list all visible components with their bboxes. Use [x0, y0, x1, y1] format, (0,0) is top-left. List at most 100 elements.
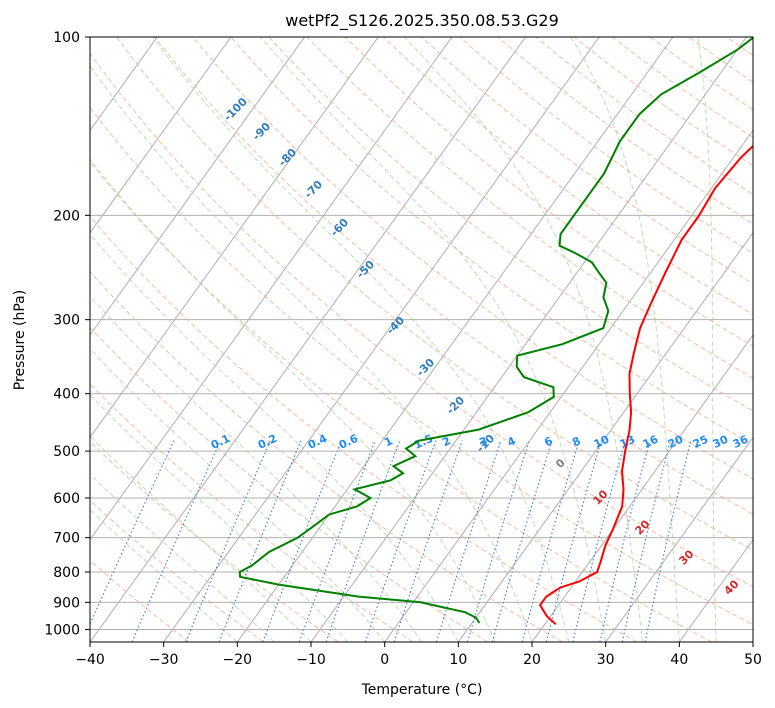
- mixing-ratio-label: 6: [542, 434, 555, 449]
- dry-adiabat-line: [688, 37, 753, 83]
- mixing-ratio-label: 1: [382, 434, 394, 449]
- isotherm-line: [384, 129, 753, 642]
- isotherm-line: [0, 37, 10, 642]
- mixing-ratio-line: [545, 440, 602, 642]
- dry-adiabat-line: [268, 37, 753, 412]
- mixing-ratio-line: [466, 440, 530, 642]
- mixing-ratio-line: [521, 440, 580, 642]
- mixing-ratio-line: [131, 440, 222, 642]
- mixing-ratio-line: [491, 440, 553, 642]
- mixing-ratio-line: [298, 440, 376, 642]
- mixing-ratio-line: [393, 440, 463, 642]
- mixing-ratio-line: [644, 440, 692, 642]
- y-tick-label: 400: [53, 387, 80, 403]
- isotherm-line: [90, 37, 232, 234]
- x-tick-label: −30: [149, 652, 179, 668]
- plot-frame: [89, 36, 754, 643]
- mixing-ratio-label: 30: [711, 433, 731, 451]
- dry-adiabat-line: [90, 383, 414, 642]
- background-lines: [0, 37, 753, 642]
- moist-adiabat-line: [90, 348, 386, 642]
- mixing-ratio-line: [364, 440, 437, 642]
- mixing-ratio-line: [90, 440, 175, 626]
- isotherm-line: [678, 538, 753, 642]
- y-tick-label: 900: [53, 595, 80, 611]
- profile-lines: [238, 37, 753, 625]
- mixing-ratio-label: 10: [592, 433, 612, 451]
- moist-adiabat-line: [152, 37, 570, 642]
- mixing-ratio-line: [262, 440, 343, 642]
- isotherm-line: [90, 37, 306, 336]
- dry-adiabat-line: [90, 440, 339, 642]
- mixing-ratio-label: 0.4: [306, 432, 329, 452]
- mixing-ratio-line: [621, 440, 671, 642]
- dry-adiabat-line: [230, 37, 753, 446]
- x-tick-label: 10: [449, 652, 467, 668]
- isotherm-line: [752, 641, 753, 642]
- moist-adiabat-line: [260, 37, 607, 642]
- dry-adiabat-label: -40: [384, 314, 407, 337]
- dry-adiabat-line: [306, 37, 753, 379]
- x-tick-label: −10: [296, 652, 326, 668]
- isotherm-line: [236, 37, 674, 642]
- isotherm-line: [457, 231, 753, 642]
- isoline-labels: -100-90-80-70-60-50-40-30-20-100.1 0.2 0.4…: [209, 95, 751, 598]
- dry-adiabat-line: [726, 37, 753, 56]
- isotherm-line: [163, 37, 600, 642]
- x-tick-label: 50: [744, 652, 762, 668]
- y-tick-label: 300: [53, 313, 80, 329]
- mixing-ratio-line: [572, 440, 626, 642]
- dry-adiabat-line: [90, 106, 753, 626]
- dry-adiabat-line: [90, 559, 190, 642]
- mixing-ratio-label: 0.6: [337, 432, 360, 452]
- dry-adiabat-line: [650, 37, 753, 111]
- x-axis-label: Temperature (°C): [361, 682, 483, 698]
- mixing-ratio-label: 16: [641, 433, 661, 451]
- mixing-ratio-label: 0.2: [256, 432, 279, 452]
- dry-adiabat-line: [90, 326, 488, 642]
- moist-adiabat-label: 30: [677, 547, 697, 567]
- mixing-ratio-line: [185, 440, 271, 642]
- y-tick-label: 500: [53, 444, 80, 460]
- isotherm-line: [605, 436, 753, 642]
- x-tick-label: 0: [380, 652, 389, 668]
- moist-adiabat-line: [90, 509, 238, 642]
- x-tick-label: 20: [523, 652, 541, 668]
- chart-title: wetPf2_S126.2025.350.08.53.G29: [285, 11, 559, 31]
- moist-adiabat-line: [90, 473, 275, 642]
- dry-adiabat-line: [383, 37, 753, 316]
- dry-adiabat-label: -70: [302, 178, 325, 201]
- mixing-ratio-line: [325, 440, 401, 642]
- y-tick-label: 800: [53, 565, 80, 581]
- mixing-ratio-label: 20: [666, 433, 686, 451]
- dry-adiabat-line: [421, 37, 753, 285]
- dry-adiabat-line: [90, 161, 712, 642]
- moist-adiabat-line: [90, 394, 349, 642]
- moist-adiabat-line: [90, 435, 312, 642]
- mixing-ratio-label: 8: [570, 434, 582, 449]
- y-tick-label: 700: [53, 531, 80, 547]
- x-tick-label: −20: [223, 652, 253, 668]
- moist-adiabat-label: 0: [553, 456, 568, 471]
- y-tick-label: 100: [53, 30, 80, 46]
- moist-adiabat-label: 40: [722, 577, 742, 597]
- moist-adiabat-line: [697, 37, 717, 642]
- x-tick-label: −40: [75, 652, 105, 668]
- moist-adiabat-line: [570, 37, 680, 642]
- isotherm-line: [90, 37, 527, 642]
- mixing-ratio-line: [435, 440, 502, 642]
- isotherm-line: [90, 37, 379, 439]
- x-tick-label: 30: [597, 652, 615, 668]
- isotherm-line: [90, 37, 453, 541]
- dry-adiabat-line: [344, 37, 753, 347]
- isotherm-line: [531, 334, 753, 642]
- y-tick-label: 600: [53, 491, 80, 507]
- dry-adiabat-line: [90, 499, 264, 642]
- moist-adiabat-line: [90, 64, 533, 642]
- dry-adiabat-line: [116, 37, 753, 551]
- dry-adiabat-line: [154, 37, 753, 515]
- x-tick-label: 40: [670, 652, 688, 668]
- mixing-ratio-label: 25: [691, 433, 710, 451]
- dry-adiabat-label: -30: [414, 356, 437, 379]
- dry-adiabat-line: [90, 215, 638, 642]
